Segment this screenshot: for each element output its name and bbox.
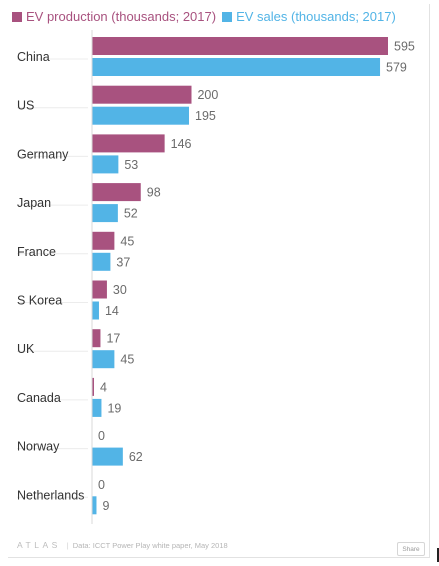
category-label: Japan [17, 196, 51, 210]
production-bar [92, 134, 165, 153]
category-label: Germany [17, 147, 69, 161]
sales-swatch [222, 11, 233, 22]
production-bar [92, 280, 107, 299]
production-bar [92, 231, 115, 250]
source-note: Data: ICCT Power Play white paper, May 2… [72, 540, 228, 550]
share-button[interactable]: Share [397, 542, 425, 556]
chart-frame [8, 4, 430, 558]
production-bar [92, 377, 94, 396]
sales-value-label: 52 [124, 207, 138, 221]
category-label: Netherlands [17, 488, 84, 502]
sales-bar [92, 398, 102, 417]
sales-value-label: 37 [116, 255, 130, 269]
production-value-label: 146 [171, 137, 192, 151]
production-value-label: 17 [106, 332, 120, 346]
footer-separator: | [66, 540, 69, 550]
legend-production-label: EV production (thousands; 2017) [26, 9, 217, 24]
atlas-logo: ATLAS [17, 540, 61, 550]
legend-item-sales: EV sales (thousands; 2017) [222, 9, 396, 24]
production-value-label: 0 [98, 429, 105, 443]
footer: ATLAS | Data: ICCT Power Play white pape… [17, 540, 228, 550]
sales-bar [92, 204, 118, 223]
sales-bar [92, 155, 119, 174]
sales-bar [92, 496, 97, 515]
production-value-label: 0 [98, 478, 105, 492]
production-value-label: 30 [113, 283, 127, 297]
category-label: France [17, 245, 56, 259]
category-label: S Korea [17, 294, 62, 308]
sales-value-label: 14 [105, 304, 119, 318]
production-value-label: 4 [100, 380, 107, 394]
production-swatch [12, 11, 22, 22]
production-value-label: 200 [197, 88, 218, 102]
production-bar [92, 37, 388, 55]
sales-bar [92, 252, 111, 271]
production-bar [92, 183, 141, 202]
sales-value-label: 9 [102, 499, 109, 513]
legend: EV production (thousands; 2017) EV sales… [12, 9, 396, 24]
sales-value-label: 62 [129, 450, 143, 464]
category-label: Norway [17, 440, 60, 454]
category-label: China [17, 50, 50, 64]
sales-bar [92, 106, 190, 125]
sales-value-label: 19 [107, 401, 121, 415]
category-label: UK [17, 342, 35, 356]
sales-bar [92, 58, 381, 76]
sales-bar [92, 350, 115, 369]
production-value-label: 45 [120, 234, 134, 248]
production-value-label: 98 [147, 186, 161, 200]
sales-value-label: 579 [386, 61, 407, 75]
sales-value-label: 195 [195, 109, 216, 123]
sales-value-label: 45 [120, 353, 134, 367]
production-bar [92, 329, 101, 348]
production-value-label: 595 [394, 40, 415, 54]
production-bar [92, 85, 192, 104]
legend-sales-label: EV sales (thousands; 2017) [236, 9, 396, 24]
category-label: Canada [17, 391, 61, 405]
legend-item-production: EV production (thousands; 2017) [12, 9, 216, 24]
category-label: US [17, 99, 34, 113]
edge-marker [437, 548, 439, 562]
sales-bar [92, 301, 99, 320]
sales-bar [92, 447, 123, 466]
sales-value-label: 53 [124, 158, 138, 172]
